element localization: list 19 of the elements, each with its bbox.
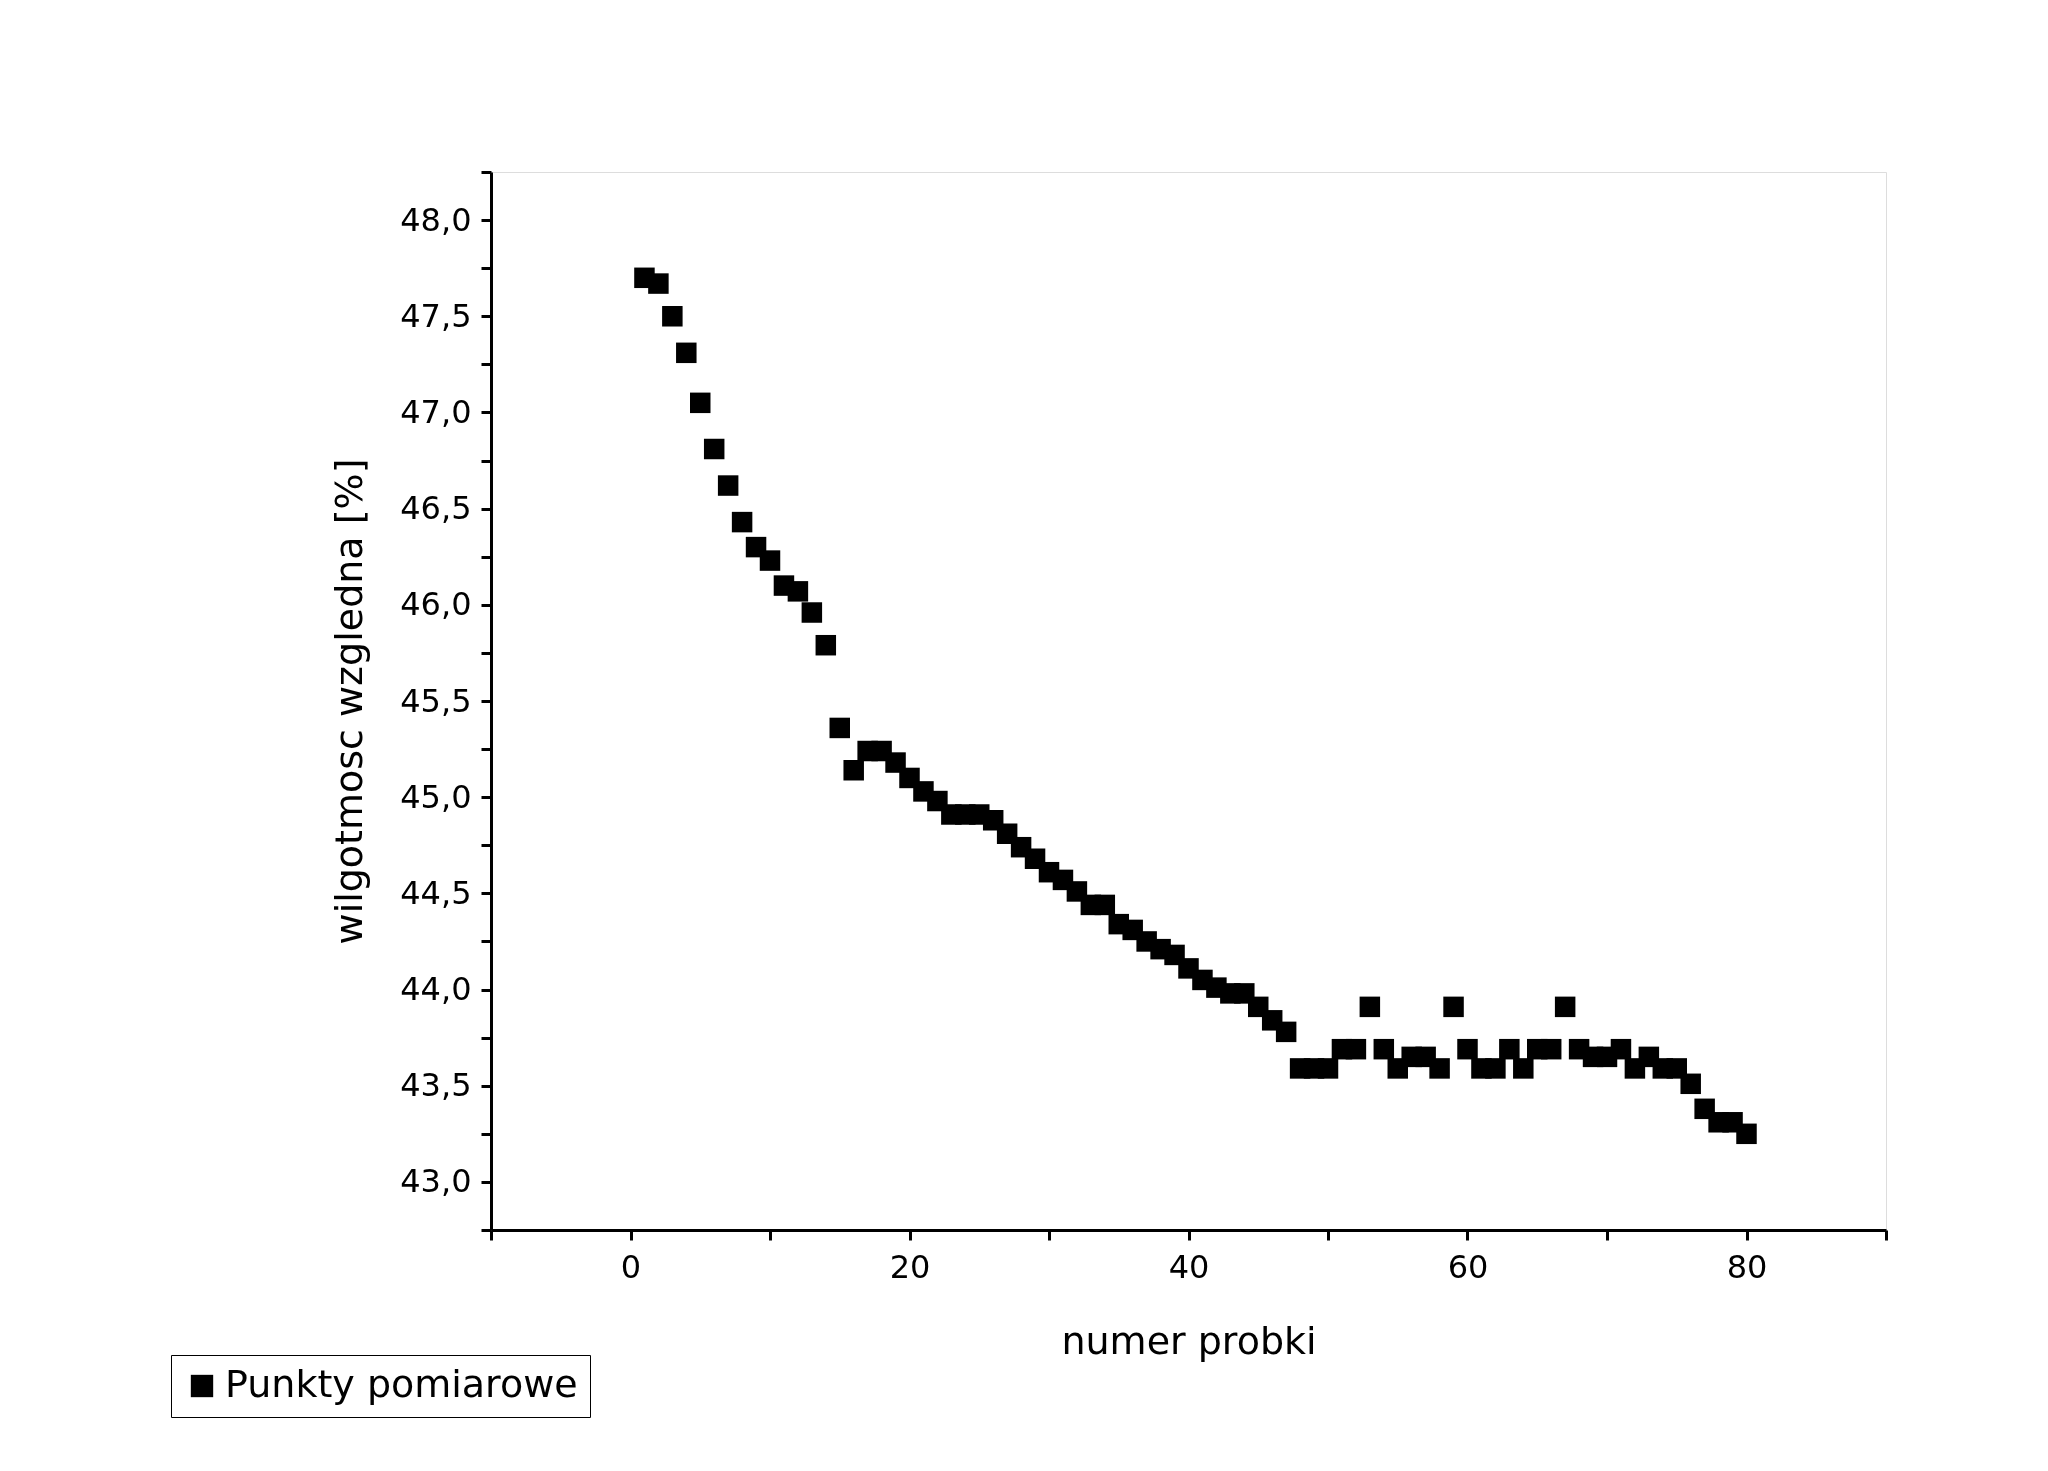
y-axis-title: wilgotmosc wzgledna [%]	[327, 458, 372, 945]
y-tick-label: 47,0	[400, 392, 472, 431]
y-tick-label: 43,0	[400, 1162, 472, 1201]
x-tick-label: 20	[889, 1247, 931, 1286]
y-tick-label: 45,5	[400, 681, 472, 720]
x-tick-label: 80	[1726, 1247, 1768, 1286]
x-axis-title: numer probki	[1061, 1318, 1317, 1363]
y-tick-label: 43,5	[400, 1066, 472, 1105]
y-tick-label: 44,0	[400, 970, 472, 1009]
y-tick-label: 46,5	[400, 489, 472, 528]
legend-label: Punkty pomiarowe	[225, 1362, 578, 1406]
y-tick-label: 46,0	[400, 585, 472, 624]
x-tick-label: 40	[1168, 1247, 1210, 1286]
y-tick-label: 44,5	[400, 873, 472, 912]
x-tick-label: 0	[620, 1247, 642, 1286]
y-tick-label: 47,5	[400, 296, 472, 335]
x-tick-label: 60	[1447, 1247, 1489, 1286]
y-tick-label: 45,0	[400, 777, 472, 816]
y-tick-label: 48,0	[400, 200, 472, 239]
